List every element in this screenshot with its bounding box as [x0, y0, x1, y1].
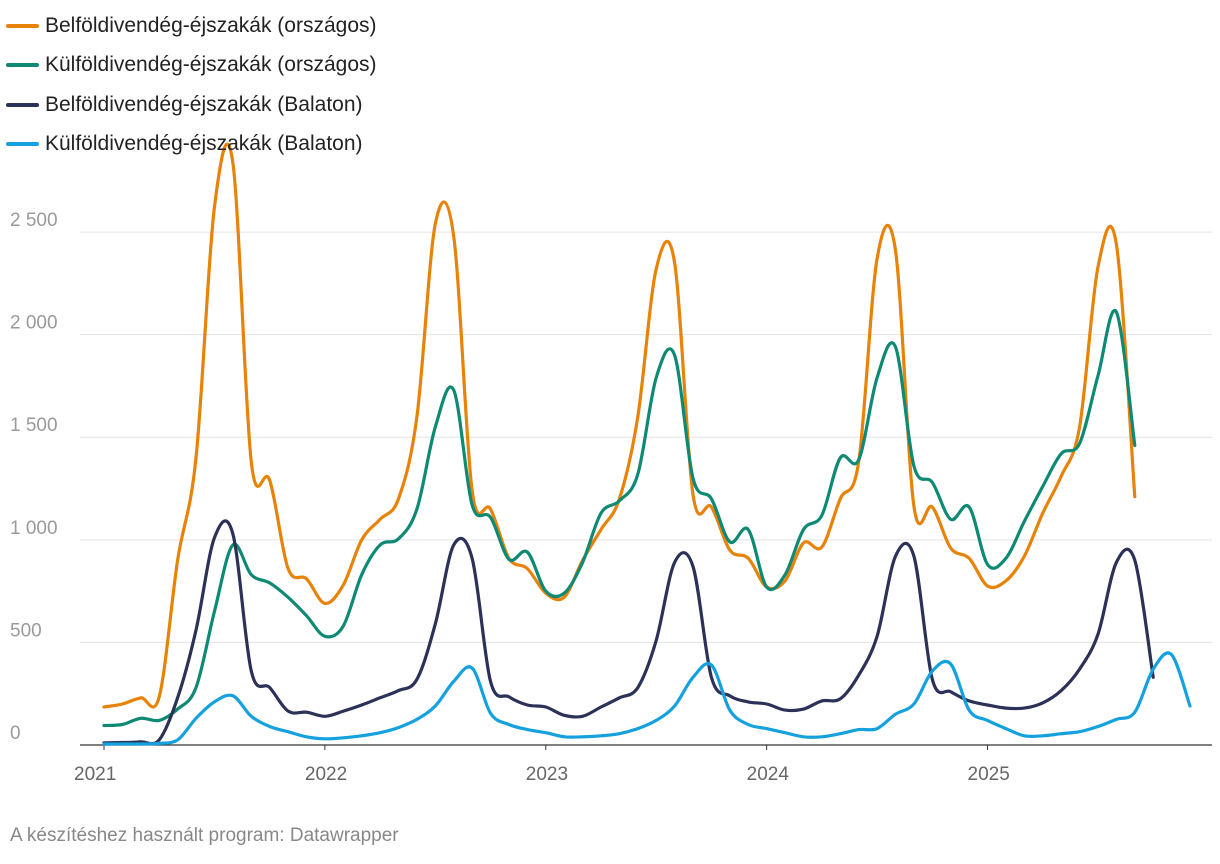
y-tick-label: 0	[10, 723, 21, 744]
legend-item: Külföldivendég-éjszakák (országos)	[6, 46, 377, 86]
legend-item: Belföldivendég-éjszakák (országos)	[6, 6, 377, 46]
x-tick-label: 2024	[747, 764, 790, 785]
series-line-4	[102, 651, 1192, 746]
y-tick-label: 1 500	[10, 415, 58, 436]
legend-label: Belföldivendég-éjszakák (országos)	[45, 13, 377, 37]
legend-label: Külföldivendég-éjszakák (Balaton)	[45, 132, 363, 156]
x-axis: 2021 2022 2023 2024 2025	[74, 745, 1010, 785]
series-line-2	[102, 308, 1137, 728]
series-line-3	[102, 519, 1155, 746]
y-axis: 0 500 1 000 1 500 2 000 2 500	[10, 210, 58, 744]
source-credit: A készítéshez használt program: Datawrap…	[10, 825, 399, 846]
y-tick-label: 2 500	[10, 210, 58, 231]
legend-swatch	[6, 142, 39, 147]
y-tick-label: 2 000	[10, 313, 58, 334]
x-tick-label: 2023	[526, 764, 568, 785]
series-line-1	[102, 142, 1137, 709]
legend: Belföldivendég-éjszakák (országos) Külfö…	[6, 6, 377, 164]
legend-label: Külföldivendég-éjszakák (országos)	[45, 53, 377, 77]
legend-swatch	[6, 63, 39, 68]
x-tick-label: 2021	[74, 764, 116, 785]
legend-item: Belföldivendég-éjszakák (Balaton)	[6, 85, 377, 125]
legend-item: Külföldivendég-éjszakák (Balaton)	[6, 125, 377, 165]
y-tick-label: 1 000	[10, 518, 58, 539]
y-tick-label: 500	[10, 620, 42, 641]
series-lines	[102, 142, 1192, 746]
x-tick-label: 2025	[968, 764, 1010, 785]
legend-label: Belföldivendég-éjszakák (Balaton)	[45, 92, 363, 116]
legend-swatch	[6, 23, 39, 28]
x-tick-label: 2022	[305, 764, 347, 785]
legend-swatch	[6, 102, 39, 107]
